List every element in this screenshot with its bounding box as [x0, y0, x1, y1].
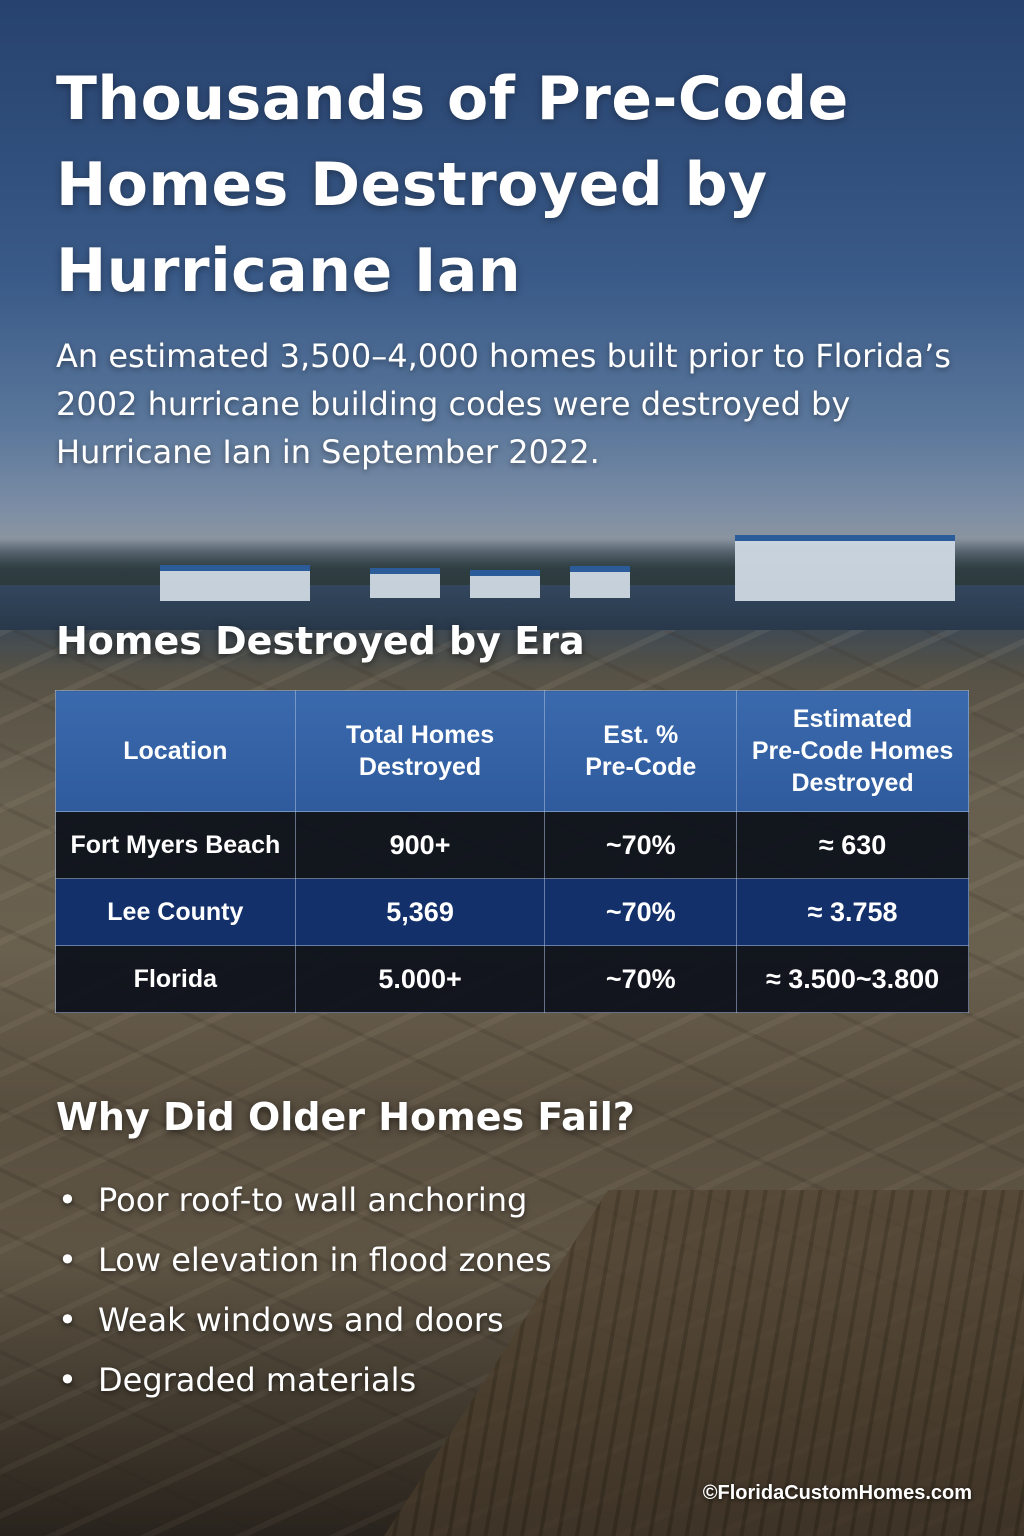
cell-pct: ~70% [544, 811, 738, 879]
header-pct-line2: Pre-Code [585, 753, 697, 781]
list-item-text: Degraded materials [98, 1361, 417, 1399]
cell-location: Fort Myers Beach [55, 811, 296, 879]
bullet-icon: • [58, 1361, 77, 1399]
cell-estimated: ≈ 630 [736, 811, 969, 879]
bullet-icon: • [58, 1241, 77, 1279]
header-est-line3: Destroyed [791, 769, 914, 797]
table-header-row: Location Total Homes Destroyed Est. % Pr… [55, 690, 969, 812]
header-est-line2: Pre-Code Homes [751, 737, 954, 765]
bullet-icon: • [58, 1301, 77, 1339]
background-building [470, 570, 540, 598]
table-row: Lee County 5,369 ~70% ≈ 3.758 [55, 878, 969, 946]
header-pct: Est. % Pre-Code [544, 690, 738, 812]
era-heading: Homes Destroyed by Era [56, 619, 585, 663]
list-item: • Weak windows and doors [56, 1290, 552, 1350]
background-building [735, 535, 955, 601]
cell-estimated: ≈ 3.758 [736, 878, 969, 946]
background-building [570, 566, 630, 598]
list-item-text: Weak windows and doors [98, 1301, 504, 1339]
page-subtitle: An estimated 3,500–4,000 homes built pri… [56, 337, 951, 471]
reasons-list: • Poor roof-to wall anchoring • Low elev… [56, 1170, 552, 1410]
header-total-line1: Total Homes [345, 721, 495, 749]
header-total-line2: Destroyed [358, 753, 482, 781]
background-building [370, 568, 440, 598]
list-item: • Degraded materials [56, 1350, 552, 1410]
header-total: Total Homes Destroyed [294, 690, 546, 812]
homes-destroyed-table: Location Total Homes Destroyed Est. % Pr… [55, 690, 969, 1013]
list-item: • Low elevation in flood zones [56, 1230, 552, 1290]
cell-pct: ~70% [544, 945, 738, 1013]
cell-total: 5.000+ [294, 945, 546, 1013]
cell-location: Florida [55, 945, 296, 1013]
list-item-text: Low elevation in flood zones [98, 1241, 552, 1279]
list-item-text: Poor roof-to wall anchoring [98, 1181, 528, 1219]
copyright-credit: ©FloridaCustomHomes.com [702, 1482, 972, 1504]
background-building [160, 565, 310, 601]
page-title: Thousands of Pre-Code Homes Destroyed by… [56, 64, 849, 306]
header-location-label: Location [123, 737, 228, 765]
list-item: • Poor roof-to wall anchoring [56, 1170, 552, 1230]
header-location: Location [55, 690, 296, 812]
why-heading: Why Did Older Homes Fail? [56, 1095, 635, 1139]
cell-total: 5,369 [294, 878, 546, 946]
cell-estimated: ≈ 3.500~3.800 [736, 945, 969, 1013]
cell-pct: ~70% [544, 878, 738, 946]
cell-location: Lee County [55, 878, 296, 946]
bullet-icon: • [58, 1181, 77, 1219]
header-pct-line1: Est. % [603, 721, 679, 749]
header-estimated: Estimated Pre-Code Homes Destroyed [736, 690, 969, 812]
header-est-line1: Estimated [792, 705, 913, 733]
table-row: Fort Myers Beach 900+ ~70% ≈ 630 [55, 811, 969, 879]
cell-total: 900+ [294, 811, 546, 879]
table-row: Florida 5.000+ ~70% ≈ 3.500~3.800 [55, 945, 969, 1013]
